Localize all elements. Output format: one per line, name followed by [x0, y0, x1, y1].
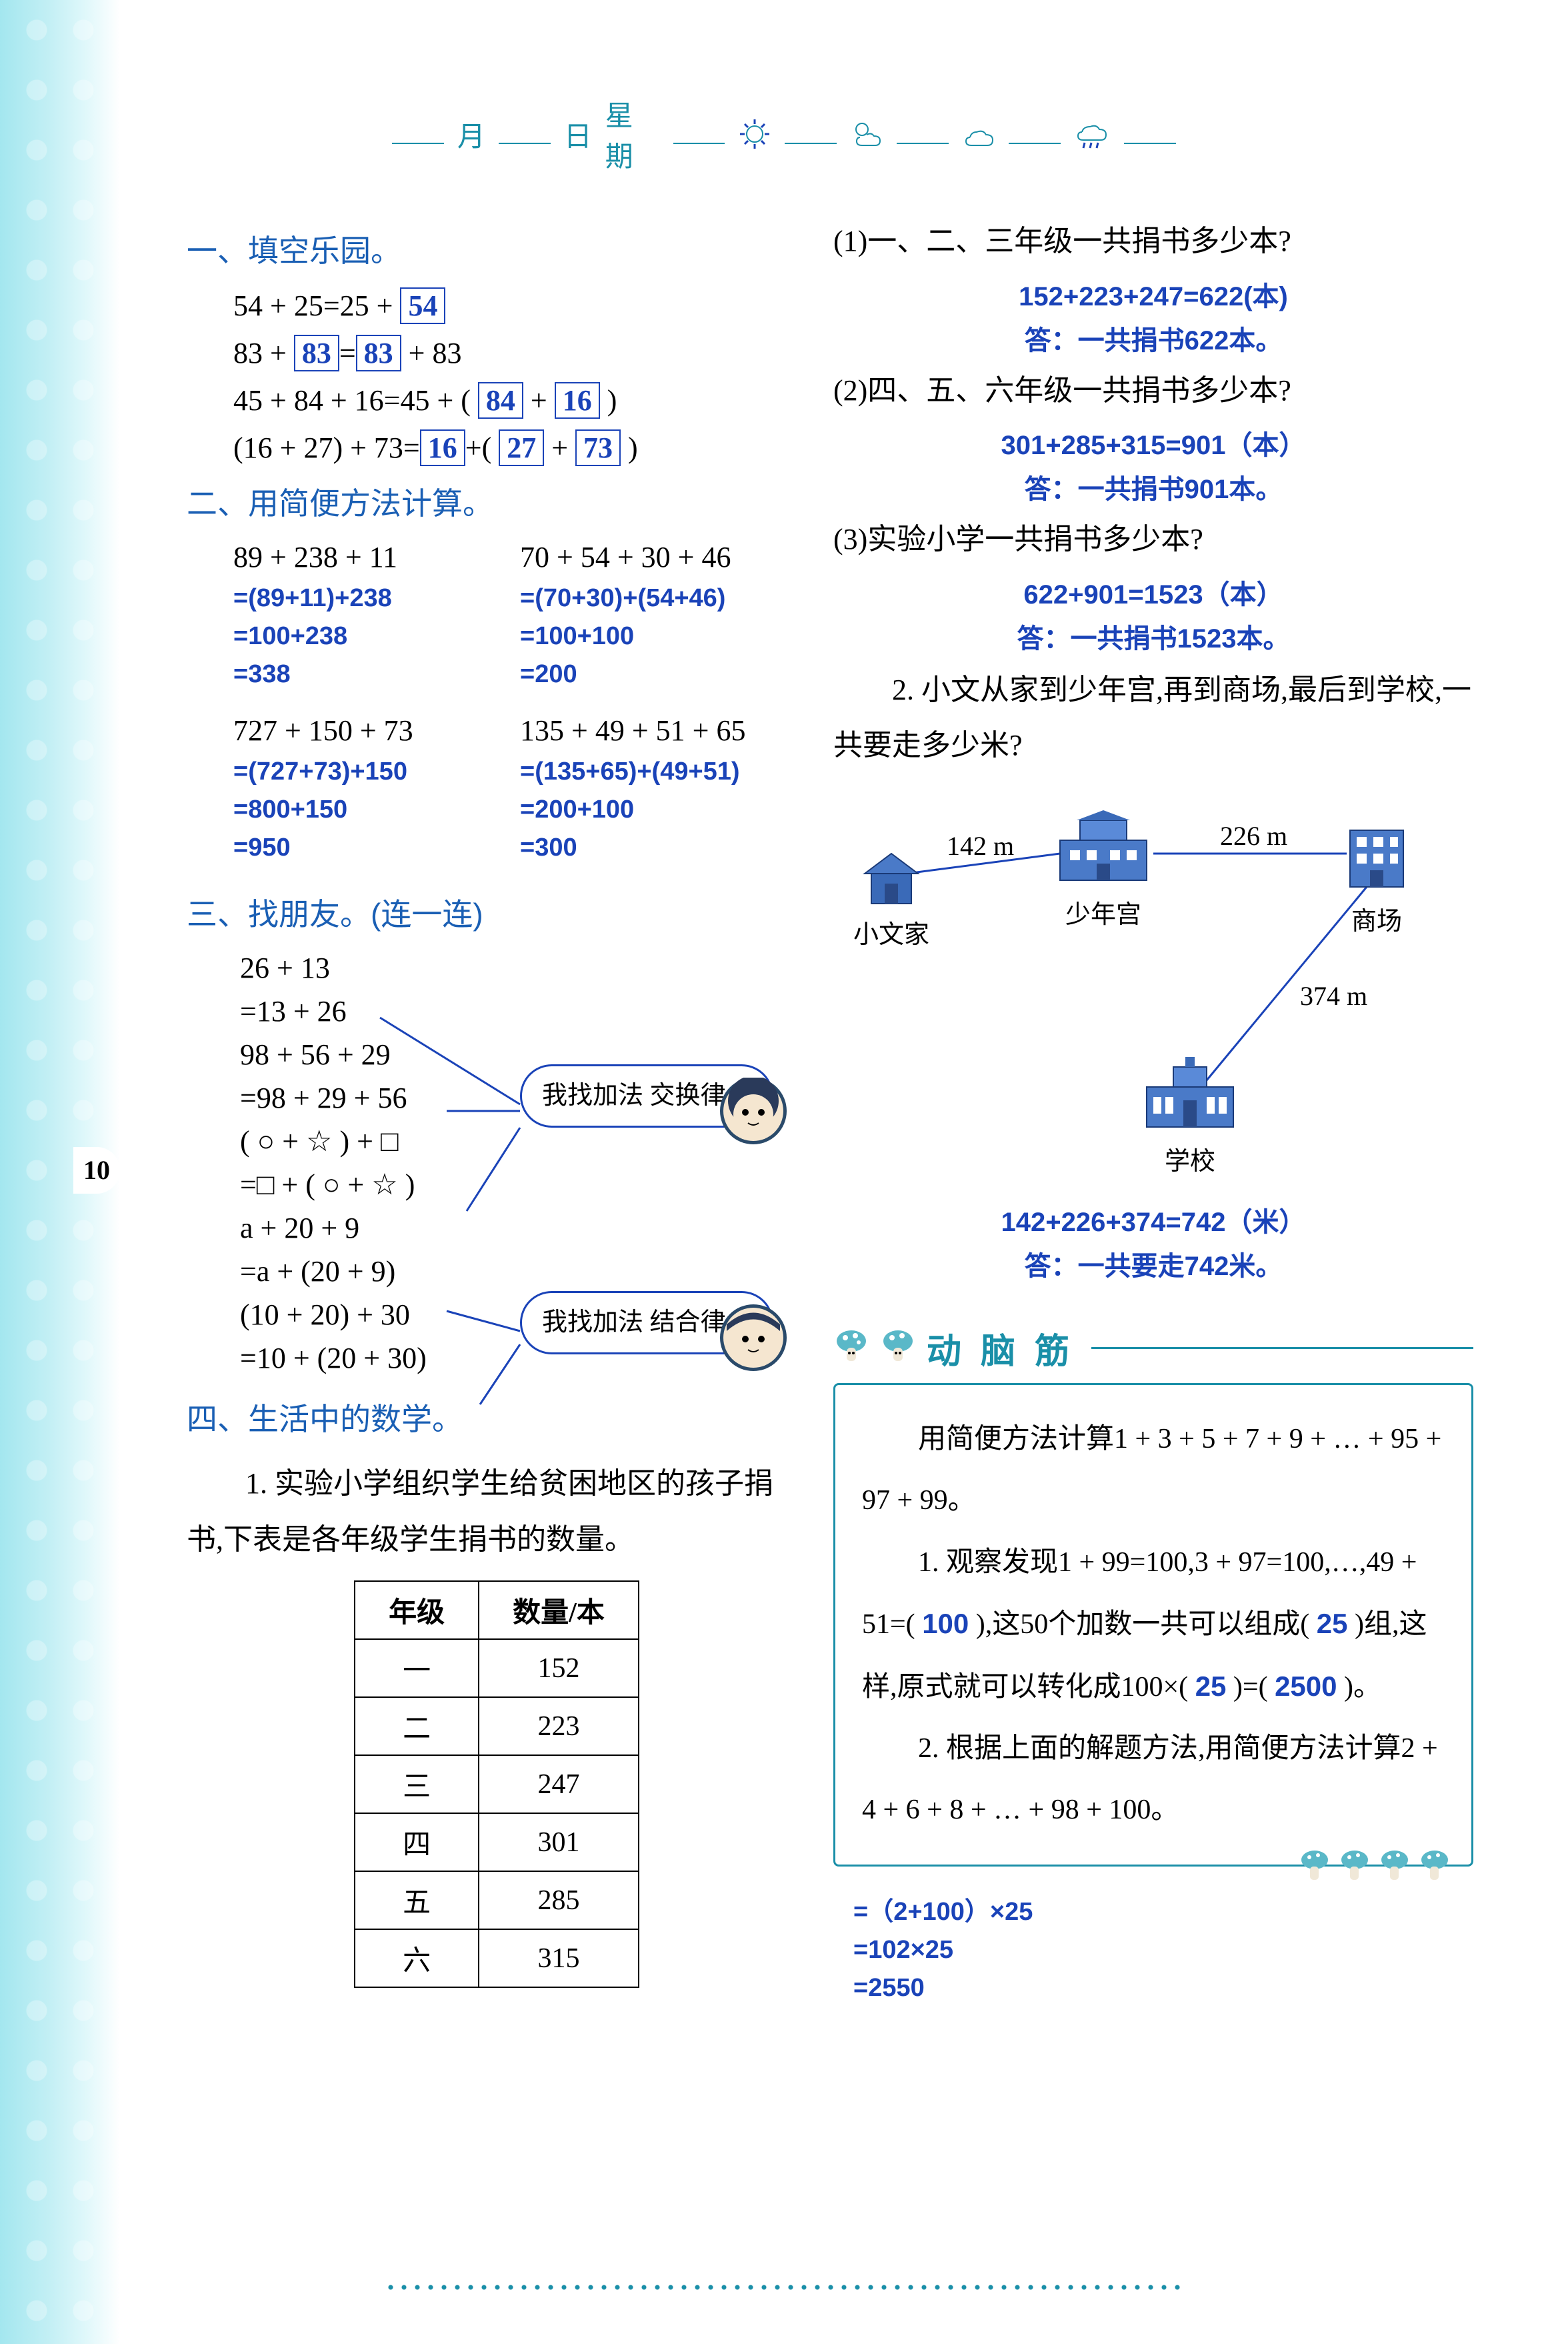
brain-title: 动 脑 筋 [927, 1323, 1075, 1373]
weekday-label: 星期 [605, 93, 660, 175]
right-column: (1)一、二、三年级一共捐书多少本? 152+223+247=622(本) 答：… [833, 213, 1473, 2007]
s4-q1-intro: 1. 实验小学组织学生给贫困地区的孩子捐书,下表是各年级学生捐书的数量。 [187, 1456, 807, 1567]
s1-l1-box: 54 [400, 287, 445, 324]
mushroom-row [1298, 1848, 1451, 1885]
brain-f1: 100 [922, 1608, 969, 1639]
day-blank [499, 124, 551, 144]
page-number: 10 [73, 1147, 120, 1194]
q1-1-ans: 答：一共捐书622本。 [833, 319, 1473, 357]
s1-l4-box2: 27 [499, 429, 544, 466]
th-qty: 数量/本 [479, 1581, 639, 1639]
q2-text: 2. 小文从家到少年宫,再到商场,最后到学校,一共要走多少米? [833, 662, 1473, 774]
partly-cloudy-icon [850, 117, 883, 151]
rain-icon [1074, 117, 1111, 151]
main-content: 一、填空乐园。 54 + 25=25 + 54 83 + 83=83 + 83 … [187, 213, 1487, 2007]
dist-1: 142 m [947, 830, 1014, 862]
weather-blank-1 [785, 124, 837, 144]
mushroom-icon-2 [880, 1328, 917, 1368]
q1-2-ans: 答：一共捐书901本。 [833, 467, 1473, 506]
dist-2: 226 m [1220, 820, 1287, 852]
section-1-heading: 一、填空乐园。 [187, 227, 807, 271]
weekday-blank [673, 124, 725, 144]
s1-line-2: 83 + 83=83 + 83 [233, 335, 807, 371]
q1-2-calc: 301+285+315=901（本） [833, 423, 1473, 462]
weather-blank-2 [897, 124, 949, 144]
s3-p1b: =13 + 26 [240, 994, 807, 1028]
s1-line-1: 54 + 25=25 + 54 [233, 287, 807, 324]
q1-1-calc: 152+223+247=622(本) [833, 275, 1473, 313]
school-icon: 学校 [1133, 1054, 1247, 1177]
s2-c1-head: 89 + 238 + 11 [233, 540, 520, 574]
month-label: 月 [457, 114, 485, 155]
brain-divider [1091, 1347, 1473, 1349]
s1-line-4: (16 + 27) + 73=16+( 27 + 73 ) [233, 429, 807, 466]
match-diagram: 26 + 13 =13 + 26 98 + 56 + 29 =98 + 29 +… [240, 951, 807, 1375]
dist-3: 374 m [1300, 980, 1367, 1012]
s2-row1: 89 + 238 + 11 =(89+11)+238 =100+238 =338… [233, 540, 807, 694]
q2-ans: 答：一共要走742米。 [833, 1244, 1473, 1283]
brain-box: 用简便方法计算1 + 3 + 5 + 7 + 9 + … + 95 + 97 +… [833, 1383, 1473, 1867]
s2-c4-head: 135 + 49 + 51 + 65 [520, 714, 807, 748]
weather-blank-3 [1009, 124, 1061, 144]
mall-icon: 商场 [1340, 820, 1413, 937]
s1-l2-box1: 83 [294, 335, 339, 371]
s1-l4-box3: 73 [575, 429, 621, 466]
s2-c1-ans: =(89+11)+238 =100+238 =338 [233, 579, 520, 694]
q1-3-calc: 622+901=1523（本） [833, 573, 1473, 612]
s2-c2-head: 70 + 54 + 30 + 46 [520, 540, 807, 574]
s1-l2-box2: 83 [356, 335, 401, 371]
brain-f2: 25 [1317, 1608, 1348, 1639]
th-grade: 年级 [355, 1581, 479, 1639]
day-label: 日 [564, 114, 592, 155]
s3-p4b: =a + (20 + 9) [240, 1254, 807, 1288]
footer-dots [384, 2284, 1184, 2291]
q2-calc: 142+226+374=742（米） [833, 1200, 1473, 1239]
s3-p4a: a + 20 + 9 [240, 1211, 807, 1245]
donation-table: 年级数量/本 一152 二223 三247 四301 五285 六315 [354, 1580, 639, 1988]
q1-2: (2)四、五、六年级一共捐书多少本? [833, 363, 1473, 419]
home-icon: 小文家 [853, 847, 929, 950]
brain-intro: 用简便方法计算1 + 3 + 5 + 7 + 9 + … + 95 + 97 +… [862, 1408, 1445, 1532]
palace-icon: 少年宫 [1047, 807, 1160, 930]
s2-row2: 727 + 150 + 73 =(727+73)+150 =800+150 =9… [233, 714, 807, 867]
month-blank [392, 124, 444, 144]
q1-3-ans: 答：一共捐书1523本。 [833, 617, 1473, 656]
section-2-heading: 二、用简便方法计算。 [187, 479, 807, 523]
s3-p1a: 26 + 13 [240, 951, 807, 985]
s2-c3-head: 727 + 150 + 73 [233, 714, 520, 748]
brain-heading: 动 脑 筋 [833, 1323, 1473, 1373]
palace-label: 少年宫 [1047, 894, 1160, 930]
weather-blank-4 [1124, 124, 1176, 144]
mushroom-icon [833, 1328, 870, 1368]
brain-f3: 25 [1195, 1670, 1227, 1702]
s3-p3b: =□ + ( ○ + ☆ ) [240, 1168, 807, 1202]
home-label: 小文家 [853, 914, 929, 950]
s2-c3-ans: =(727+73)+150 =800+150 =950 [233, 753, 520, 867]
q1-3: (3)实验小学一共捐书多少本? [833, 511, 1473, 567]
brain-p1: 1. 观察发现1 + 99=100,3 + 97=100,…,49 + 51=(… [862, 1532, 1445, 1718]
s2-c2-ans: =(70+30)+(54+46) =100+100 =200 [520, 579, 807, 694]
brain-p2: 2. 根据上面的解题方法,用简便方法计算2 + 4 + 6 + 8 + … + … [862, 1718, 1445, 1841]
child-face-icon-1 [720, 1078, 787, 1144]
brain-f4: 2500 [1275, 1670, 1337, 1702]
mall-label: 商场 [1340, 900, 1413, 937]
section-3-heading: 三、找朋友。(连一连) [187, 890, 807, 934]
s2-c4-ans: =(135+65)+(49+51) =200+100 =300 [520, 753, 807, 867]
s1-l3-box2: 16 [555, 382, 600, 419]
route-diagram: 小文家 少年宫 商场 学校 142 m 226 m 374 m [833, 787, 1433, 1187]
section-4-heading: 四、生活中的数学。 [187, 1395, 807, 1439]
cloud-icon [962, 117, 995, 151]
sun-icon [738, 117, 771, 151]
brain-p2-ans: =（2+100）×25 =102×25 =2550 [853, 1893, 1473, 2007]
q1-1: (1)一、二、三年级一共捐书多少本? [833, 213, 1473, 269]
s1-l3-box1: 84 [478, 382, 523, 419]
left-column: 一、填空乐园。 54 + 25=25 + 54 83 + 83=83 + 83 … [187, 213, 807, 2007]
page-header: 月 日 星期 [392, 93, 1176, 175]
child-face-icon-2 [720, 1304, 787, 1371]
s1-l4-box1: 16 [420, 429, 465, 466]
school-label: 学校 [1133, 1140, 1247, 1177]
s1-line-3: 45 + 84 + 16=45 + ( 84 + 16 ) [233, 382, 807, 419]
